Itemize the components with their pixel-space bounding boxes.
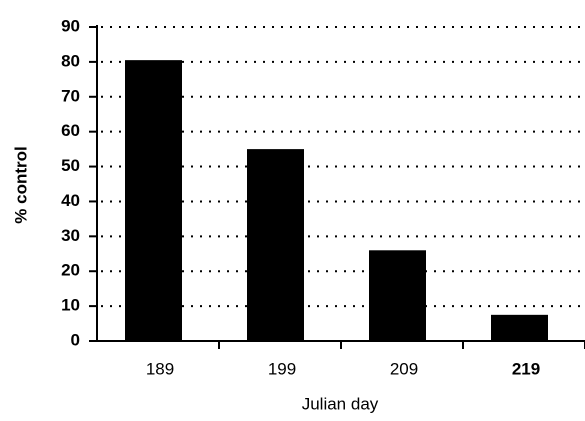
y-axis-label: % control [11,146,30,223]
y-tick-label: 60 [61,121,80,140]
y-tick-label: 90 [61,16,80,35]
bar [125,60,182,342]
y-tick-label: 30 [61,226,80,245]
x-tick-label: 199 [268,359,296,378]
y-tick-label: 70 [61,86,80,105]
y-tick-label: 20 [61,261,80,280]
bar [491,314,548,341]
x-tick-label: 219 [512,359,540,378]
x-tick-label: 189 [146,359,174,378]
y-tick-label: 10 [61,296,80,315]
bar [369,250,426,341]
x-tick-label: 209 [390,359,418,378]
x-axis-label: Julian day [302,394,379,413]
y-tick-label: 0 [71,330,80,349]
bar [247,149,304,341]
y-tick-label: 40 [61,191,80,210]
y-tick-label: 50 [61,156,80,175]
y-tick-label: 80 [61,51,80,70]
